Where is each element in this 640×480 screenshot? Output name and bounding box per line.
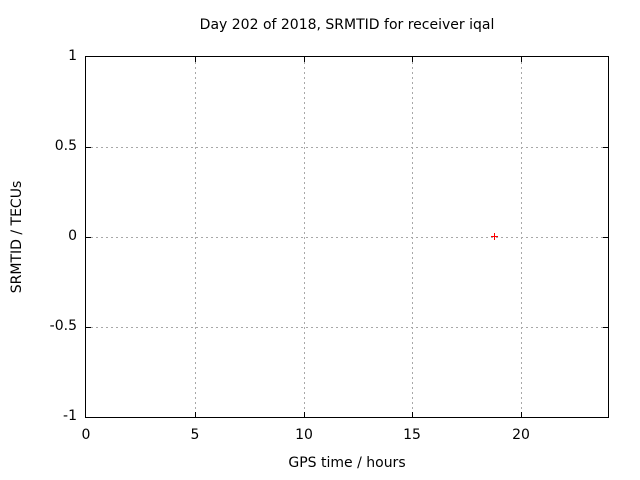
x-tick-mark-bottom (195, 412, 196, 417)
x-tick-label: 20 (512, 427, 530, 443)
y-tick-mark-left (86, 327, 91, 328)
x-tick-label: 10 (295, 427, 313, 443)
y-gridline (86, 327, 608, 328)
x-tick-mark-bottom (304, 412, 305, 417)
x-tick-label: 0 (81, 427, 91, 443)
x-tick-mark-top (521, 57, 522, 62)
marker-bar-vertical (494, 233, 495, 240)
y-tick-label: -0.5 (49, 318, 77, 334)
chart-title: Day 202 of 2018, SRMTID for receiver iqa… (199, 17, 495, 33)
y-gridline (86, 237, 608, 238)
x-tick-mark-bottom (521, 412, 522, 417)
y-tick-mark-left (86, 147, 91, 148)
x-tick-mark-bottom (412, 412, 413, 417)
y-gridline (86, 147, 608, 148)
y-tick-mark-right (603, 147, 608, 148)
plot-area (85, 56, 609, 418)
x-axis-label: GPS time / hours (288, 455, 406, 471)
y-tick-label: -1 (63, 408, 77, 424)
data-point-marker (491, 233, 498, 240)
x-tick-mark-top (412, 57, 413, 62)
x-tick-label: 15 (403, 427, 421, 443)
y-tick-label: 0 (68, 228, 77, 244)
y-tick-mark-left (86, 237, 91, 238)
y-tick-label: 0.5 (54, 138, 77, 154)
x-tick-label: 5 (190, 427, 200, 443)
x-tick-mark-top (304, 57, 305, 62)
y-tick-label: 1 (68, 48, 77, 64)
y-tick-mark-right (603, 237, 608, 238)
x-tick-mark-top (195, 57, 196, 62)
y-tick-mark-right (603, 327, 608, 328)
